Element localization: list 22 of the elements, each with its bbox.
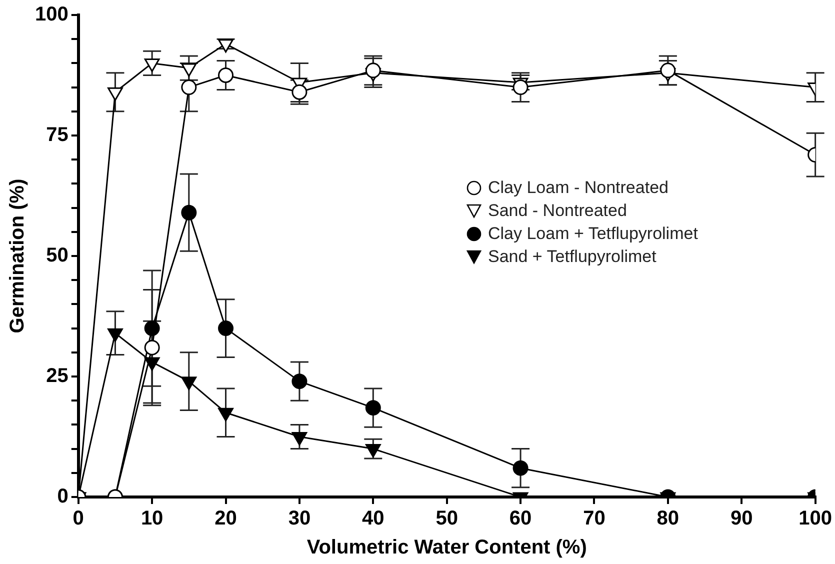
legend-label: Sand - Nontreated bbox=[488, 200, 627, 220]
y-tick-label: 75 bbox=[46, 124, 68, 146]
x-tick-label: 50 bbox=[436, 508, 458, 530]
x-tick-label: 20 bbox=[214, 508, 237, 530]
y-tick-label: 100 bbox=[34, 4, 68, 26]
x-axis-title: Volumetric Water Content (%) bbox=[306, 536, 587, 559]
y-axis-title: Germination (%) bbox=[6, 178, 29, 334]
x-tick-label: 60 bbox=[509, 508, 532, 530]
x-tick-label: 10 bbox=[140, 508, 164, 530]
legend-label: Clay Loam + Tetflupyrolimet bbox=[488, 224, 698, 244]
x-tick-label: 90 bbox=[730, 508, 753, 530]
x-tick-label: 30 bbox=[288, 508, 311, 530]
x-tick-label: 80 bbox=[656, 508, 680, 530]
x-tick-label: 100 bbox=[798, 508, 832, 530]
y-tick-label: 0 bbox=[57, 486, 68, 508]
y-tick-label: 50 bbox=[46, 244, 68, 267]
x-tick-label: 40 bbox=[362, 508, 384, 530]
legend-label: Clay Loam - Nontreated bbox=[488, 178, 668, 198]
y-tick-label: 25 bbox=[46, 365, 68, 388]
x-tick-label: 0 bbox=[72, 508, 84, 530]
x-tick-label: 70 bbox=[583, 508, 606, 530]
legend-label: Sand + Tetflupyrolimet bbox=[488, 246, 656, 266]
